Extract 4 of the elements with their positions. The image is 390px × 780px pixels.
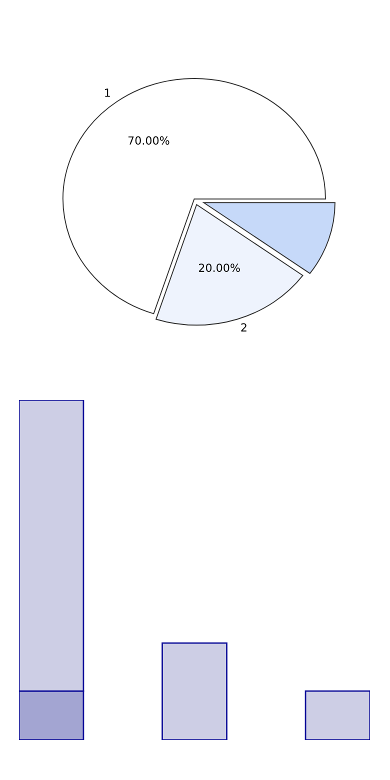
- data-label: 20.00%: [198, 264, 240, 272]
- data-label: 70.00%: [128, 136, 170, 145]
- slice-label: 1: [105, 88, 110, 97]
- slice-label: 2: [241, 323, 246, 332]
